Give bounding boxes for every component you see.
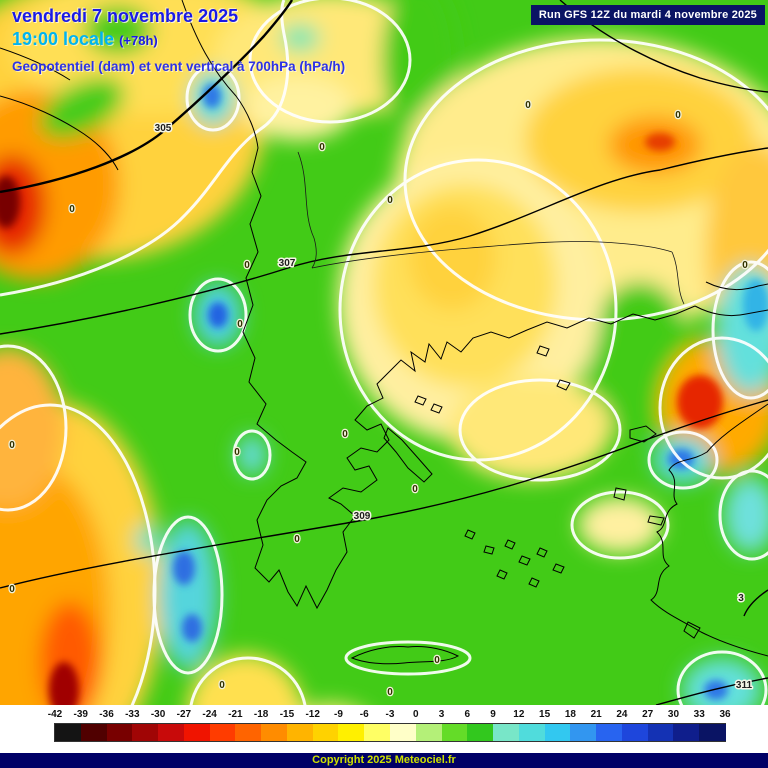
geopotential-contour-label: 307: [279, 258, 296, 269]
geopotential-contour-label: 305: [155, 123, 172, 134]
scale-cell: [132, 724, 159, 741]
scale-cell: [673, 724, 700, 741]
scale-cell: [467, 724, 494, 741]
scale-label: -21: [228, 709, 243, 720]
scale-cell: [312, 724, 340, 741]
scale-label: 6: [464, 709, 471, 720]
scale-label: -18: [253, 709, 269, 720]
scale-label: -12: [305, 709, 320, 720]
scale-cell: [415, 724, 443, 741]
scale-label: -33: [125, 709, 140, 720]
scale-label: 27: [642, 709, 654, 720]
scale-label: 36: [719, 709, 731, 720]
copyright-bar: Copyright 2025 Meteociel.fr: [0, 753, 768, 768]
zero-contour-label: 0: [9, 440, 15, 451]
scale-label: 0: [412, 709, 419, 720]
scale-label: 3: [438, 709, 445, 720]
zero-contour-label: 0: [434, 655, 440, 666]
geopotential-contour-label: 311: [736, 680, 753, 691]
zero-contour-label: 0: [9, 584, 15, 595]
scale-label: -42: [47, 709, 63, 720]
scale-label: 12: [513, 709, 525, 720]
run-info-badge: Run GFS 12Z du mardi 4 novembre 2025: [530, 5, 765, 25]
scale-label: -39: [73, 709, 88, 720]
scale-label: 18: [564, 709, 576, 720]
scale-cell: [518, 724, 546, 741]
scale-cell: [364, 724, 391, 741]
scale-cell: [570, 724, 597, 741]
zero-contour-label: 0: [387, 195, 393, 206]
scale-cell: [338, 724, 365, 741]
scale-label: 30: [667, 709, 680, 720]
scale-cell: [544, 724, 571, 741]
weather-map: 0 0 0 0 0 0 0 0 0 0 0 0 0 0 0 0 0 305 307 309 311 3: [0, 0, 768, 705]
scale-label: 15: [539, 709, 551, 720]
scale-cell: [441, 724, 468, 741]
country-borders: [297, 151, 685, 305]
map-labels: 0 0 0 0 0 0 0 0 0 0 0 0 0 0 0 0 0 305 307 309 311 3: [8, 99, 754, 700]
coastlines: [0, 0, 768, 665]
scale-cell: [55, 724, 82, 741]
scale-label: 33: [693, 709, 705, 720]
scale-cell: [261, 724, 288, 741]
scale-label: 21: [590, 709, 602, 720]
scale-label: -15: [279, 709, 295, 720]
scale-cell: [390, 724, 417, 741]
zero-contour-label: 0: [675, 110, 681, 121]
copyright-text: Copyright 2025 Meteociel.fr: [312, 754, 456, 766]
zero-contour-label: 0: [244, 260, 250, 271]
zero-contour-label: 0: [69, 204, 75, 215]
scale-label: -3: [385, 709, 395, 720]
zero-contour-label: 0: [219, 680, 225, 691]
scale-bar: [54, 723, 726, 742]
scale-cell: [80, 724, 108, 741]
scale-cell: [209, 724, 236, 741]
zero-isoline: [0, 0, 768, 705]
scale-cell: [183, 724, 211, 741]
scale-cell: [621, 724, 649, 741]
scale-label: -9: [334, 709, 343, 720]
scale-cell: [647, 724, 675, 741]
scale-cell: [158, 724, 185, 741]
color-scale: -42 -39 -36 -33 -30 -27 -24 -21 -18 -15 -12 -9 -6 -3 0…: [0, 705, 768, 753]
scale-label: -36: [99, 709, 114, 720]
zero-contour-label: 0: [387, 687, 393, 698]
zero-contour-label: 0: [237, 319, 243, 330]
zero-contour-label: 0: [294, 534, 300, 545]
scale-cell: [235, 724, 262, 741]
vertical-velocity-field: [0, 0, 768, 705]
scale-cell: [286, 724, 314, 741]
zero-contour-label: 0: [234, 447, 240, 458]
zero-contour-label: 0: [342, 429, 348, 440]
scale-label: -27: [176, 709, 192, 720]
scale-cell: [596, 724, 623, 741]
scale-cell: [106, 724, 133, 741]
scale-label: -24: [202, 709, 217, 720]
map-area: 0 0 0 0 0 0 0 0 0 0 0 0 0 0 0 0 0 305 307 309 311 3 vendredi …: [0, 0, 768, 705]
scale-label: -30: [150, 709, 166, 720]
scale-label: 9: [490, 709, 496, 720]
zero-contour-label: 0: [319, 142, 325, 153]
zero-contour-label: 0: [525, 100, 531, 111]
scale-label: 24: [616, 709, 628, 720]
zero-contour-label: 0: [412, 484, 418, 495]
scale-cell: [493, 724, 520, 741]
geopotential-contours: [0, 0, 768, 705]
scale-label: -6: [359, 709, 369, 720]
geopotential-contour-label: 3: [738, 593, 744, 604]
scale-cell: [699, 724, 726, 741]
zero-contour-label: 0: [742, 260, 748, 271]
geopotential-contour-label: 309: [354, 511, 371, 522]
